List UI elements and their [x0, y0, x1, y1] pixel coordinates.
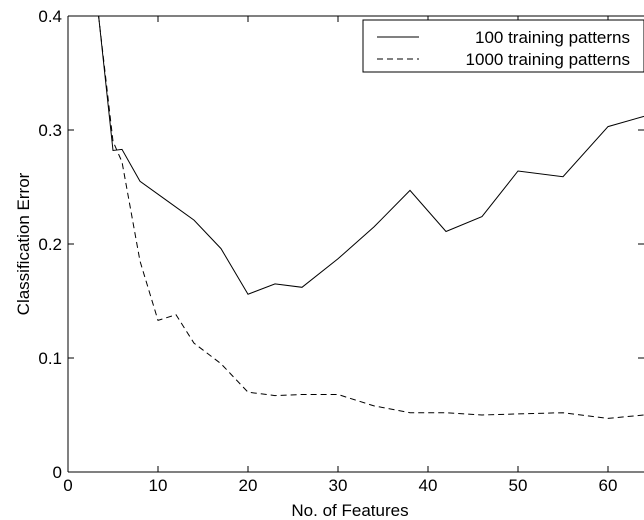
x-tick-label: 10: [149, 476, 168, 495]
legend: 100 training patterns 1000 training patte…: [362, 19, 644, 73]
legend-label-1: 100 training patterns: [475, 28, 630, 47]
x-tick-label: 40: [419, 476, 438, 495]
plot-lines: [98, 15, 644, 419]
x-tick-label: 0: [63, 476, 72, 495]
series-line-2: [98, 15, 644, 419]
axes: 0 10 20 30 40 50 60 0 0.1 0.2 0.3 0.4: [38, 7, 644, 495]
series-line-1: [98, 15, 644, 295]
legend-box: [362, 19, 644, 73]
y-tick-label: 0: [53, 463, 62, 482]
x-tick-label: 60: [599, 476, 618, 495]
legend-label-2: 1000 training patterns: [466, 50, 630, 69]
y-tick-label: 0.2: [38, 235, 62, 254]
y-tick-label: 0.1: [38, 349, 62, 368]
x-axis-label: No. of Features: [291, 501, 408, 520]
x-tick-label: 50: [509, 476, 528, 495]
y-tick-label: 0.4: [38, 7, 62, 26]
y-tick-label: 0.3: [38, 121, 62, 140]
x-tick-label: 20: [239, 476, 258, 495]
x-tick-label: 30: [329, 476, 348, 495]
y-axis-label: Classification Error: [14, 172, 33, 315]
axis-labels: No. of Features Classification Error: [14, 172, 409, 520]
